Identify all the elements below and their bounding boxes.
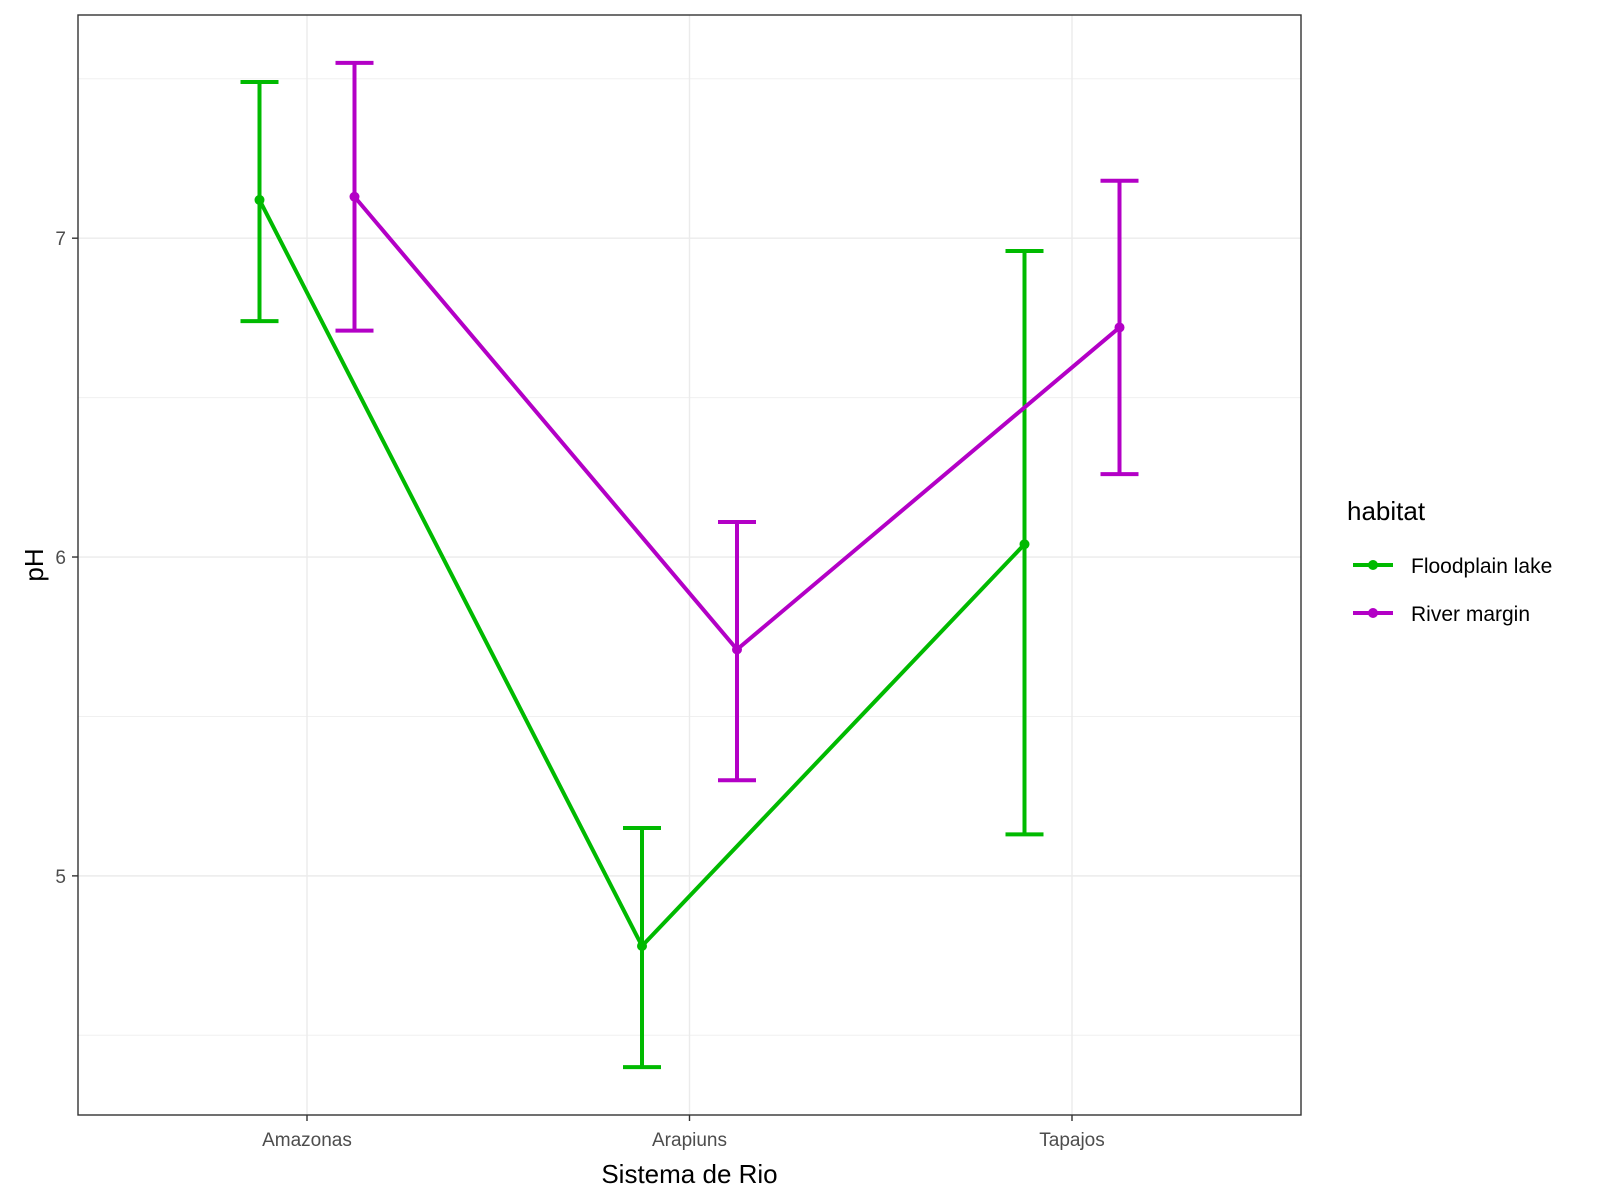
series-floodplain-lake <box>240 79 1044 1070</box>
legend-item-floodplain-lake: Floodplain lake <box>1353 555 1552 578</box>
data-point <box>1114 322 1125 333</box>
legend: habitat Floodplain lake River margin <box>1347 496 1552 626</box>
y-tick-label: 5 <box>55 867 66 888</box>
legend-key-point <box>1368 560 1378 570</box>
legend-label: Floodplain lake <box>1411 555 1552 578</box>
data-point <box>732 644 742 655</box>
y-tick-label: 6 <box>55 548 66 569</box>
data-point <box>1019 539 1030 550</box>
x-axis: Amazonas Arapiuns Tapajos <box>262 1115 1105 1151</box>
y-axis: 5 6 7 <box>55 229 78 888</box>
grid <box>78 15 1301 1115</box>
data-point <box>637 941 647 952</box>
data-point <box>254 194 265 205</box>
legend-key-point <box>1368 608 1378 618</box>
series-river-margin <box>335 60 1139 783</box>
data-point <box>349 191 360 202</box>
x-tick-label: Arapiuns <box>652 1130 727 1151</box>
x-tick-label: Amazonas <box>262 1130 352 1151</box>
x-axis-title: Sistema de Rio <box>601 1159 777 1189</box>
y-axis-title: pH <box>19 548 49 581</box>
y-tick-label: 7 <box>55 229 66 250</box>
legend-title: habitat <box>1347 496 1426 526</box>
legend-item-river-margin: River margin <box>1353 603 1530 626</box>
series-layer <box>240 60 1139 1070</box>
x-tick-label: Tapajos <box>1039 1130 1105 1151</box>
legend-label: River margin <box>1411 603 1530 626</box>
